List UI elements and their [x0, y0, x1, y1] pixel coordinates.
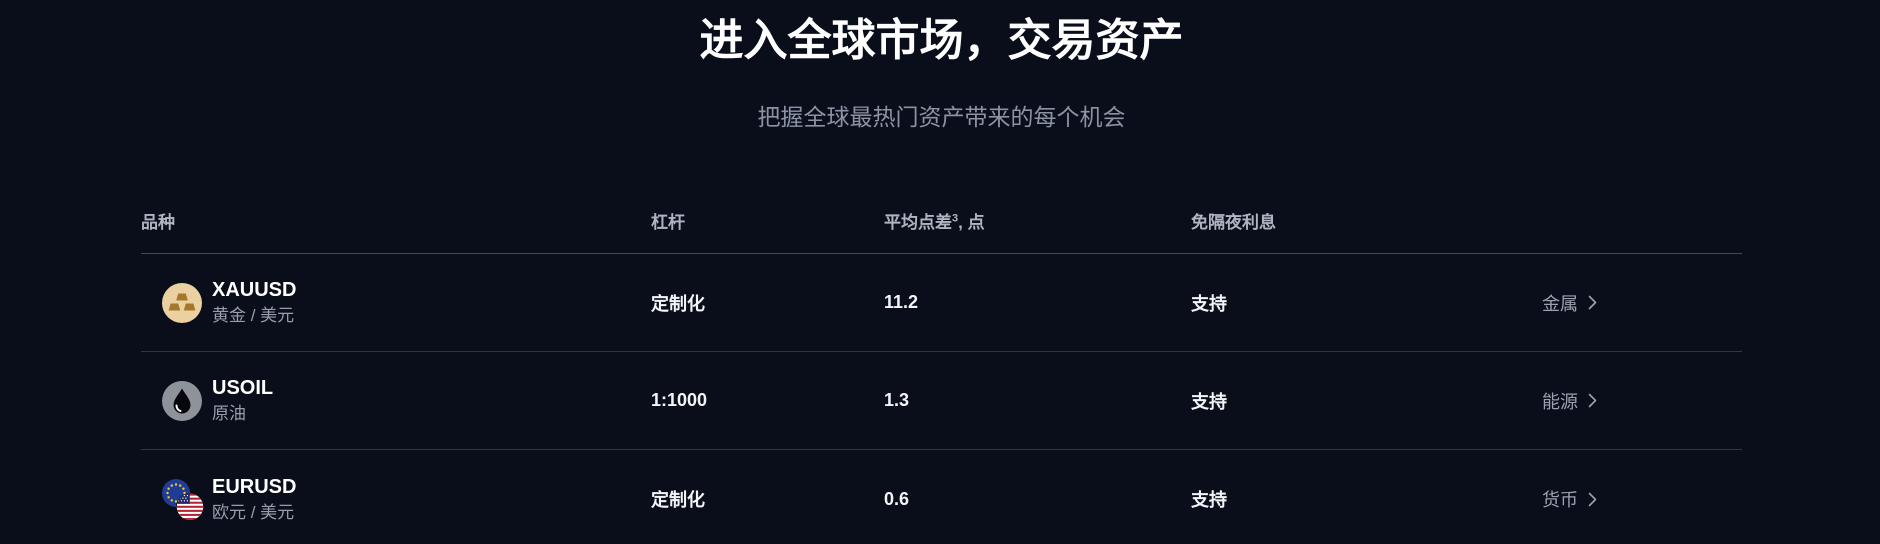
- oil-drop-icon: [162, 380, 202, 421]
- instruments-table: 品种 杠杆 平均点差3, 点 免隔夜利息 XAUUSD 黄金: [141, 132, 1742, 544]
- spread-label: 平均点差: [884, 213, 952, 233]
- category-link-metals[interactable]: 金属: [1542, 290, 1597, 316]
- us-flag: [176, 493, 204, 522]
- leverage-value: 定制化: [651, 293, 705, 314]
- column-header-swap-free: 免隔夜利息: [1191, 213, 1276, 233]
- spread-value: 11.2: [884, 292, 919, 313]
- spread-value: 1.3: [884, 390, 910, 411]
- leverage-value: 1:1000: [651, 390, 708, 411]
- category-cell: 货币: [1542, 486, 1742, 512]
- category-link-currencies[interactable]: 货币: [1542, 486, 1597, 512]
- instrument-cell: XAUUSD 黄金 / 美元: [141, 278, 651, 327]
- category-cell: 金属: [1542, 290, 1742, 316]
- instrument-cell: USOIL 原油: [141, 376, 651, 425]
- spread-unit-label: , 点: [958, 213, 985, 233]
- column-header-spread: 平均点差3, 点: [884, 208, 1191, 233]
- table-row-xauusd: XAUUSD 黄金 / 美元 定制化 11.2 支持 金属: [141, 254, 1742, 353]
- chevron-right-icon: [1588, 492, 1597, 507]
- swap-free-value: 支持: [1191, 391, 1227, 412]
- instrument-name: 原油: [212, 404, 246, 424]
- column-header-instrument: 品种: [141, 213, 175, 233]
- gold-bars-icon: [162, 282, 202, 323]
- spread-value: 0.6: [884, 488, 910, 509]
- column-header-leverage: 杠杆: [651, 213, 685, 233]
- category-label: 金属: [1542, 293, 1578, 314]
- category-link-energy[interactable]: 能源: [1542, 388, 1597, 414]
- instrument-text: USOIL 原油: [212, 376, 273, 425]
- instrument-name: 欧元 / 美元: [212, 502, 295, 522]
- category-cell: 能源: [1542, 388, 1742, 414]
- category-label: 货币: [1542, 490, 1578, 511]
- instrument-symbol: EURUSD: [212, 475, 297, 498]
- page-title: 进入全球市场，交易资产: [699, 16, 1184, 65]
- page-subtitle: 把握全球最热门资产带来的每个机会: [757, 103, 1126, 130]
- eur-usd-flags-icon: [162, 479, 204, 522]
- swap-free-value: 支持: [1191, 490, 1227, 511]
- instrument-symbol: XAUUSD: [212, 279, 297, 302]
- table-row-eurusd: EURUSD 欧元 / 美元 定制化 0.6 支持 货币: [141, 450, 1742, 544]
- leverage-value: 定制化: [651, 490, 705, 511]
- category-label: 能源: [1542, 391, 1578, 412]
- instrument-cell: EURUSD 欧元 / 美元: [141, 475, 651, 524]
- chevron-right-icon: [1588, 296, 1597, 310]
- market-section: 进入全球市场，交易资产 把握全球最热门资产带来的每个机会 品种 杠杆 平均点差3…: [141, 16, 1742, 544]
- swap-free-value: 支持: [1191, 293, 1227, 314]
- table-header-row: 品种 杠杆 平均点差3, 点 免隔夜利息: [141, 132, 1742, 255]
- instrument-symbol: USOIL: [212, 377, 274, 400]
- instrument-name: 黄金 / 美元: [212, 306, 295, 326]
- spread-footnote-superscript: 3: [952, 212, 959, 225]
- instrument-text: XAUUSD 黄金 / 美元: [212, 278, 296, 327]
- chevron-right-icon: [1588, 394, 1597, 408]
- table-row-usoil: USOIL 原油 1:1000 1.3 支持 能源: [141, 352, 1742, 451]
- instrument-text: EURUSD 欧元 / 美元: [212, 475, 296, 524]
